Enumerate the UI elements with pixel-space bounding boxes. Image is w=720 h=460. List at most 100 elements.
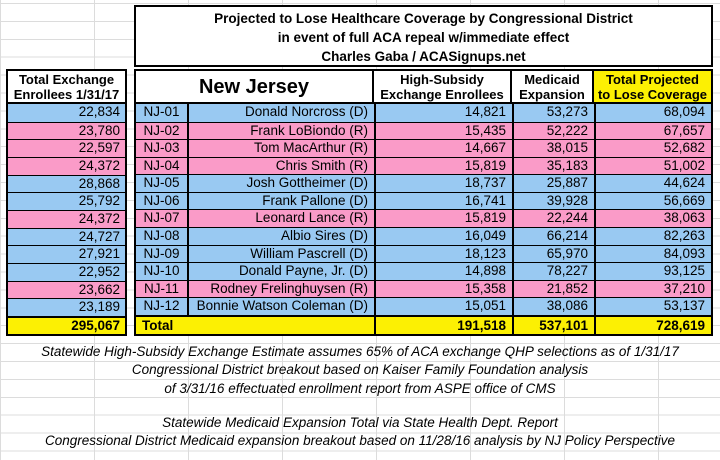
footnote-exchange-line-2: Congressional District breakout based on… [131, 362, 589, 378]
high-subsidy-cell: 16,741 [374, 192, 512, 210]
total-cell: 38,063 [594, 210, 711, 228]
district-row: NJ-03 Tom MacArthur (R) 14,667 38,015 52… [136, 139, 711, 157]
district-cell: NJ-10 [143, 263, 180, 279]
high-subsidy-cell: 18,737 [374, 175, 512, 192]
total-medicaid-cell: 537,101 [512, 316, 594, 334]
district-row: NJ-07 Leonard Lance (R) 15,819 22,244 38… [136, 209, 711, 228]
medicaid-cell: 65,970 [512, 245, 594, 263]
total-row-label: Total [142, 317, 174, 333]
total-cell: 37,210 [594, 280, 711, 298]
district-row: NJ-10 Donald Payne, Jr. (D) 14,898 78,22… [136, 262, 711, 280]
left-exchange-enrollees-cell: 23,189 [8, 298, 125, 317]
medicaid-cell: 21,852 [512, 280, 594, 298]
district-row: NJ-05 Josh Gottheimer (D) 18,737 25,887 … [136, 174, 711, 192]
high-subsidy-cell: 15,819 [374, 157, 512, 175]
representative-cell: Josh Gottheimer (D) [187, 175, 374, 192]
footnote-medicaid-block: Statewide Medicaid Expansion Total via S… [0, 414, 720, 451]
district-cell: NJ-04 [143, 157, 180, 173]
total-cell: 82,263 [594, 228, 711, 245]
footnote-exchange-block: Statewide High-Subsidy Exchange Estimate… [0, 343, 720, 398]
representative-cell: Leonard Lance (R) [187, 210, 374, 228]
total-cell: 56,669 [594, 192, 711, 210]
state-header-cell: New Jersey [136, 71, 372, 102]
medicaid-cell: 39,928 [512, 192, 594, 210]
district-row: NJ-09 William Pascrell (D) 18,123 65,970… [136, 244, 711, 263]
left-exchange-enrollees-cell: 24,372 [8, 157, 125, 175]
medicaid-cell: 38,015 [512, 140, 594, 157]
district-cell: NJ-07 [143, 210, 180, 226]
left-exchange-enrollees-cell: 24,727 [8, 227, 125, 246]
total-cell: 84,093 [594, 245, 711, 263]
representative-cell: Rodney Frelinghuysen (R) [187, 280, 374, 298]
representative-cell: Tom MacArthur (R) [187, 140, 374, 157]
district-cell: NJ-11 [143, 280, 179, 296]
left-exchange-enrollees-cell: 23,662 [8, 280, 125, 299]
district-cell: NJ-02 [143, 122, 180, 138]
high-subsidy-column-header: High-Subsidy Exchange Enrollees [372, 71, 510, 102]
total-cell: 51,002 [594, 157, 711, 175]
left-exchange-enrollees-cell: 23,780 [8, 121, 125, 140]
total-cell: 67,657 [594, 122, 711, 140]
total-cell: 93,125 [594, 263, 711, 280]
representative-cell: Albio Sires (D) [187, 228, 374, 245]
medicaid-cell: 66,214 [512, 228, 594, 245]
total-cell: 53,137 [594, 298, 711, 315]
high-subsidy-cell: 15,435 [374, 122, 512, 140]
district-row: NJ-06 Frank Pallone (D) 16,741 39,928 56… [136, 191, 711, 210]
total-row: Total 191,518 537,101 728,619 [136, 314, 711, 334]
district-row: NJ-08 Albio Sires (D) 16,049 66,214 82,2… [136, 227, 711, 245]
medicaid-cell: 78,227 [512, 263, 594, 280]
title-line-2: in event of full ACA repeal w/immediate … [277, 30, 570, 45]
left-header-line-1: Total Exchange [18, 71, 115, 87]
left-exchange-enrollees-cell: 22,597 [8, 139, 125, 157]
total-cell: 68,094 [594, 104, 711, 122]
left-table-body: 22,834 23,780 22,597 24,372 28,868 25,792 24,3… [6, 104, 127, 336]
left-table-header: Total Exchange Enrollees 1/31/17 [6, 69, 127, 104]
main-table-body: NJ-01 Donald Norcross (D) 14,821 53,273 … [134, 104, 713, 336]
representative-cell: Donald Norcross (D) [187, 104, 374, 122]
representative-cell: Frank Pallone (D) [187, 192, 374, 210]
total-cell: 52,682 [594, 140, 711, 157]
district-cell: NJ-05 [143, 175, 180, 191]
left-exchange-enrollees-cell: 24,372 [8, 210, 125, 228]
high-subsidy-cell: 14,821 [374, 104, 512, 122]
representative-cell: Donald Payne, Jr. (D) [187, 263, 374, 280]
title-line-3: Charles Gaba / ACASignups.net [321, 49, 526, 64]
district-row: NJ-12 Bonnie Watson Coleman (D) 15,051 3… [136, 297, 711, 315]
title-line-1: Projected to Lose Healthcare Coverage by… [214, 11, 633, 26]
left-exchange-enrollees-cell: 27,921 [8, 245, 125, 264]
medicaid-cell: 35,183 [512, 157, 594, 175]
high-subsidy-cell: 14,667 [374, 140, 512, 157]
representative-cell: Chris Smith (R) [187, 157, 374, 175]
medicaid-cell: 38,086 [512, 298, 594, 315]
left-exchange-enrollees-cell: 28,868 [8, 174, 125, 193]
left-total-cell: 295,067 [8, 316, 125, 335]
left-header-line-2: Enrollees 1/31/17 [13, 86, 120, 102]
footnote-medicaid-line-1: Statewide Medicaid Expansion Total via S… [162, 415, 558, 430]
representative-cell: Frank LoBiondo (R) [187, 122, 374, 140]
district-row: NJ-02 Frank LoBiondo (R) 15,435 52,222 6… [136, 121, 711, 140]
district-cell: NJ-01 [143, 104, 180, 119]
medicaid-cell: 25,887 [512, 175, 594, 192]
district-row: NJ-01 Donald Norcross (D) 14,821 53,273 … [136, 104, 711, 122]
district-cell: NJ-12 [143, 298, 180, 314]
footnote-medicaid-line-2: Congressional District Medicaid expansio… [44, 433, 676, 449]
representative-cell: Bonnie Watson Coleman (D) [187, 298, 374, 315]
medicaid-column-header: Medicaid Expansion [510, 71, 592, 102]
total-coverage-cell: 728,619 [594, 316, 711, 334]
district-cell: NJ-08 [143, 228, 180, 244]
high-subsidy-cell: 15,358 [374, 280, 512, 298]
high-subsidy-cell: 18,123 [374, 245, 512, 263]
high-subsidy-cell: 16,049 [374, 228, 512, 245]
high-subsidy-cell: 14,898 [374, 263, 512, 280]
representative-cell: William Pascrell (D) [187, 245, 374, 263]
main-table-header: New Jersey High-Subsidy Exchange Enrolle… [134, 69, 713, 104]
left-exchange-enrollees-cell: 22,952 [8, 263, 125, 281]
state-name: New Jersey [198, 75, 310, 98]
district-row: NJ-11 Rodney Frelinghuysen (R) 15,358 21… [136, 279, 711, 298]
medicaid-cell: 52,222 [512, 122, 594, 140]
footnote-exchange-line-1: Statewide High-Subsidy Exchange Estimate… [41, 344, 679, 359]
district-row: NJ-04 Chris Smith (R) 15,819 35,183 51,0… [136, 156, 711, 175]
district-cell: NJ-03 [143, 140, 180, 156]
